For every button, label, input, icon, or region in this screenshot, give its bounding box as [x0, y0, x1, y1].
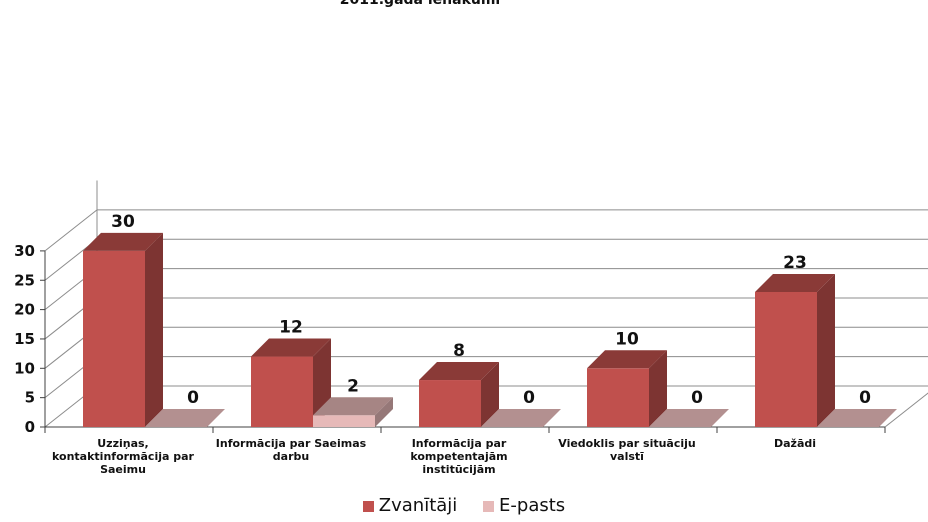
- bar-top-s0-c3: [587, 350, 667, 369]
- legend-label-zvanitaji: Zvanītāji: [378, 495, 458, 516]
- category-label-4: Dažādi: [774, 437, 816, 450]
- floor-right-edge: [884, 392, 928, 428]
- y-tick-label-6: 30: [14, 242, 35, 260]
- y-tick-label-1: 5: [25, 389, 35, 407]
- legend-label-e-pasts: E-pasts: [499, 495, 566, 516]
- category-label-1: Informācija par Saeimas darbu: [216, 437, 367, 463]
- data-label-s0-c2: 8: [453, 341, 465, 361]
- bar-top-s1-c2: [481, 409, 561, 427]
- y-tick-label-2: 10: [14, 359, 35, 377]
- bar-top-s0-c1: [251, 338, 331, 357]
- y-tick-label-3: 15: [14, 330, 35, 348]
- data-label-s0-c4: 23: [783, 253, 807, 273]
- bar-top-s1-c3: [649, 409, 729, 427]
- y-tick-label-4: 20: [14, 301, 35, 319]
- legend: Zvanītāji E-pasts: [0, 495, 928, 516]
- bar-side-s1-c1: [375, 397, 393, 427]
- category-label-2: Informācija par kompetentajām institūcijām: [410, 437, 507, 476]
- bar-side-s0-c2: [481, 362, 499, 427]
- bar-front-s1-c1: [313, 415, 375, 427]
- bar-top-s0-c0: [83, 232, 163, 251]
- bar-front-s0-c2: [419, 380, 481, 427]
- data-label-s1-c4: 0: [859, 388, 871, 408]
- bar-side-s0-c0: [145, 232, 163, 427]
- bars: [83, 232, 897, 427]
- bar-front-s0-c3: [587, 368, 649, 427]
- data-label-s0-c3: 10: [615, 329, 639, 349]
- bar-side-s0-c3: [649, 350, 667, 427]
- data-label-s1-c1: 2: [347, 376, 359, 396]
- category-label-0: Uzziņas, kontaktinformācija par Saeimu: [52, 437, 195, 476]
- data-label-s0-c1: 12: [279, 318, 303, 338]
- data-labels: 30 12 8 10 23 0 2 0 0 0: [111, 212, 871, 408]
- category-label-3: Viedoklis par situāciju valstī: [558, 437, 696, 463]
- y-tick-label-0: 0: [25, 418, 35, 436]
- data-label-s1-c3: 0: [691, 388, 703, 408]
- bar-top-s1-c4: [817, 409, 897, 427]
- bar-side-s0-c4: [817, 273, 835, 427]
- bar-front-s0-c1: [251, 356, 313, 427]
- bar-front-s0-c0: [83, 250, 145, 427]
- bar-front-s0-c4: [755, 291, 817, 427]
- data-label-s1-c0: 0: [187, 388, 199, 408]
- bar-top-s0-c4: [755, 273, 835, 292]
- y-tick-label-5: 25: [14, 271, 35, 289]
- legend-item-e-pasts: E-pasts: [483, 495, 565, 516]
- data-label-s1-c2: 0: [523, 388, 535, 408]
- data-label-s0-c0: 30: [111, 212, 135, 232]
- bar-top-s1-c0: [145, 409, 225, 427]
- legend-swatch-zvanitaji: [362, 500, 374, 512]
- bar-top-s0-c2: [419, 362, 499, 381]
- gridlines: [44, 209, 928, 428]
- bar-top-s1-c1: [313, 397, 393, 416]
- gridline-side-6: [44, 209, 98, 252]
- legend-item-zvanitaji: Zvanītāji: [362, 495, 458, 516]
- chart-title: 2011.gada ienākumi: [340, 0, 500, 8]
- legend-swatch-e-pasts: [483, 500, 495, 512]
